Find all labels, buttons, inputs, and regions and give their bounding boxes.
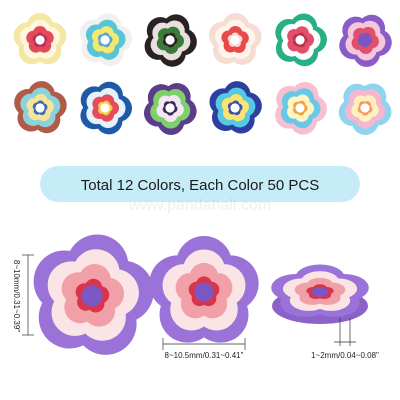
flower-bead — [14, 81, 67, 134]
flower-bead — [13, 13, 67, 65]
flower-bead — [209, 81, 262, 134]
banner — [40, 166, 360, 202]
flower-center — [311, 287, 329, 297]
flower-center — [230, 103, 240, 113]
flower-bead — [143, 83, 197, 135]
flower-bead — [338, 83, 392, 135]
flower-center — [100, 35, 110, 45]
width-label: 8~10.5mm/0.31~0.41" — [165, 351, 244, 360]
height-label: 8~10mm/0.31~0.39" — [12, 260, 21, 332]
flower-center — [81, 285, 103, 307]
flower-bead — [144, 14, 197, 67]
flower-center — [35, 35, 45, 45]
flower-center — [100, 103, 110, 113]
flower-bead — [80, 81, 132, 135]
flower-center — [194, 282, 214, 302]
bead-detail — [33, 234, 369, 355]
banner-text: Total 12 Colors, Each Color 50 PCS — [81, 177, 319, 194]
watermark: www.pandahall.com — [128, 197, 271, 214]
flower-bead — [79, 13, 132, 66]
flower-center — [295, 103, 305, 113]
flower-center — [360, 35, 370, 45]
flower-bead — [271, 264, 369, 317]
bead-grid — [13, 13, 392, 135]
flower-bead — [275, 81, 327, 135]
flower-bead — [149, 236, 259, 343]
flower-center — [165, 103, 175, 113]
flower-bead — [339, 14, 392, 67]
flower-center — [360, 103, 370, 113]
flower-center — [35, 103, 45, 113]
flower-center — [230, 35, 240, 45]
flower-center — [165, 35, 175, 45]
flower-center — [295, 35, 305, 45]
flower-bead — [33, 234, 154, 355]
thickness-label: 1~2mm/0.04~0.08" — [311, 351, 379, 360]
flower-bead — [208, 13, 262, 65]
flower-bead — [275, 13, 327, 67]
